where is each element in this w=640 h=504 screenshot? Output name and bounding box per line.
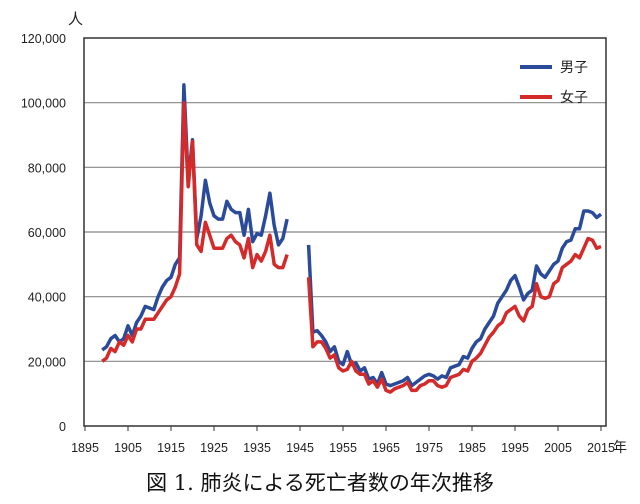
x-tick-label: 2005: [544, 441, 572, 455]
grid-lines: [84, 102, 606, 362]
x-tick-label: 1965: [372, 441, 400, 455]
x-tick-label: 1915: [157, 441, 185, 455]
y-tick-label: 0: [59, 420, 66, 434]
chart-title: 図 1. 肺炎による死亡者数の年次推移: [146, 471, 494, 495]
x-tick-label: 1945: [286, 441, 314, 455]
series-line-male: [306, 209, 603, 388]
y-tick-label: 120,000: [21, 32, 66, 46]
x-tick-label: 1935: [243, 441, 271, 455]
y-axis-ticks: 0 20,000 40,000 60,000 80,000 100,000 120,000: [21, 32, 66, 434]
series-line-female: [101, 100, 289, 363]
x-tick-label: 1975: [415, 441, 443, 455]
x-axis-unit: 年: [613, 439, 627, 455]
x-axis-ticks: 1895 1905 1915 1925 1935 1945 1955 1965 1975 1985…: [71, 426, 615, 455]
plot-frame: [83, 37, 607, 427]
y-axis-unit: 人: [68, 11, 83, 28]
y-tick-label: 20,000: [28, 355, 66, 369]
series-line-female: [306, 236, 602, 394]
x-tick-label: 1925: [200, 441, 228, 455]
series-lines: [101, 83, 603, 394]
y-tick-label: 100,000: [21, 97, 66, 111]
x-tick-label: 1905: [114, 441, 142, 455]
x-tick-label: 1955: [329, 441, 357, 455]
y-tick-label: 40,000: [28, 291, 66, 305]
x-tick-label: 2015: [587, 441, 615, 455]
y-tick-label: 60,000: [28, 226, 66, 240]
x-tick-label: 1985: [458, 441, 486, 455]
legend-label: 男子: [560, 59, 588, 75]
x-tick-label: 1995: [501, 441, 529, 455]
y-tick-label: 80,000: [28, 161, 66, 175]
legend-label: 女子: [560, 89, 588, 105]
x-tick-label: 1895: [71, 441, 99, 455]
